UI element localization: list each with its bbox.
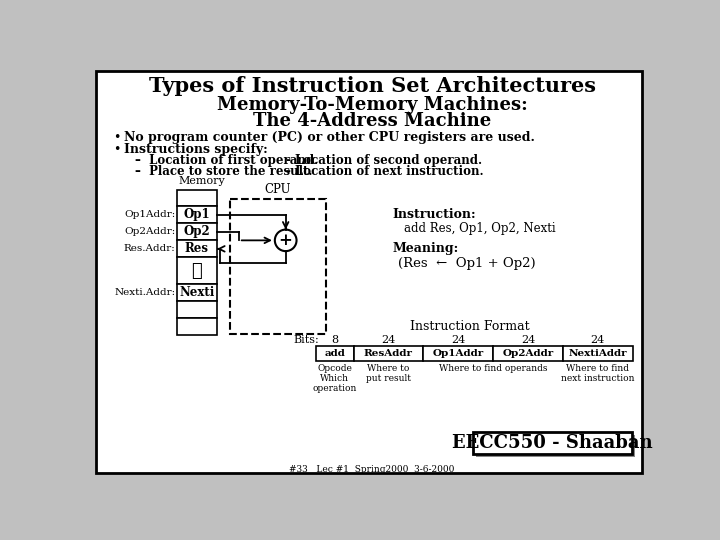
Text: Nexti: Nexti	[179, 286, 215, 299]
Bar	[177, 224, 217, 240]
Text: Instructions specify:: Instructions specify:	[124, 143, 268, 156]
Bar	[473, 432, 631, 454]
Text: 24: 24	[451, 335, 465, 345]
Text: Op1Addr:: Op1Addr:	[124, 211, 175, 219]
Text: Instruction:: Instruction:	[392, 208, 476, 221]
Text: Op2: Op2	[184, 225, 210, 238]
Circle shape	[275, 230, 297, 251]
Text: Meaning:: Meaning:	[392, 241, 459, 254]
Bar	[354, 346, 423, 361]
Bar	[177, 301, 217, 318]
Text: Instruction Format: Instruction Format	[410, 320, 530, 333]
Text: +: +	[279, 232, 292, 249]
Text: –  Location of first operand.: – Location of first operand.	[135, 154, 318, 167]
Bar	[476, 435, 635, 457]
Text: Memory: Memory	[179, 176, 225, 186]
Text: Op2Addr: Op2Addr	[503, 349, 554, 358]
Text: Op1Addr: Op1Addr	[433, 349, 484, 358]
Text: - Location of next instruction.: - Location of next instruction.	[286, 165, 484, 178]
Text: add Res, Op1, Op2, Nexti: add Res, Op1, Op2, Nexti	[404, 222, 556, 235]
Bar	[177, 240, 217, 257]
Text: CPU: CPU	[265, 183, 291, 195]
Text: 24: 24	[521, 335, 535, 345]
Bar	[316, 346, 354, 361]
Text: The 4-Address Machine: The 4-Address Machine	[253, 112, 491, 130]
Text: EECC550 - Shaaban: EECC550 - Shaaban	[451, 434, 652, 452]
Text: Where to
put result: Where to put result	[366, 363, 411, 383]
Bar	[563, 346, 632, 361]
Text: Where to find operands: Where to find operands	[438, 363, 547, 373]
Text: (Res  ←  Op1 + Op2): (Res ← Op1 + Op2)	[398, 257, 536, 270]
Text: Opcode
Which
operation: Opcode Which operation	[312, 363, 357, 393]
Text: •: •	[113, 143, 121, 156]
Bar	[177, 257, 217, 285]
Text: 24: 24	[590, 335, 605, 345]
Text: Bits:: Bits:	[293, 335, 319, 345]
Text: •: •	[113, 131, 121, 145]
Text: ResAddr: ResAddr	[364, 349, 413, 358]
Bar	[230, 199, 326, 334]
Bar	[177, 318, 217, 335]
Bar	[493, 346, 563, 361]
Bar	[177, 206, 217, 224]
Text: Types of Instruction Set Architectures: Types of Instruction Set Architectures	[148, 76, 595, 96]
Bar	[177, 285, 217, 301]
Bar	[177, 190, 217, 206]
Text: No program counter (PC) or other CPU registers are used.: No program counter (PC) or other CPU reg…	[124, 131, 535, 145]
Text: - Location of second operand.: - Location of second operand.	[286, 154, 482, 167]
Text: 8: 8	[331, 335, 338, 345]
Text: #33   Lec #1  Spring2000  3-6-2000: #33 Lec #1 Spring2000 3-6-2000	[289, 464, 455, 474]
Text: add: add	[325, 349, 346, 358]
Text: Nexti.Addr:: Nexti.Addr:	[114, 288, 175, 298]
Text: Memory-To-Memory Machines:: Memory-To-Memory Machines:	[217, 96, 528, 114]
Text: Op1: Op1	[184, 208, 210, 221]
Text: Where to find
next instruction: Where to find next instruction	[561, 363, 634, 383]
Text: Op2Addr:: Op2Addr:	[124, 227, 175, 237]
Text: 24: 24	[382, 335, 395, 345]
Text: Res.Addr:: Res.Addr:	[124, 244, 175, 253]
Text: Res: Res	[185, 242, 209, 255]
Text: –  Place to store the result.: – Place to store the result.	[135, 165, 312, 178]
Text: ⋮: ⋮	[192, 262, 202, 280]
Bar	[423, 346, 493, 361]
Text: NextiAddr: NextiAddr	[568, 349, 627, 358]
